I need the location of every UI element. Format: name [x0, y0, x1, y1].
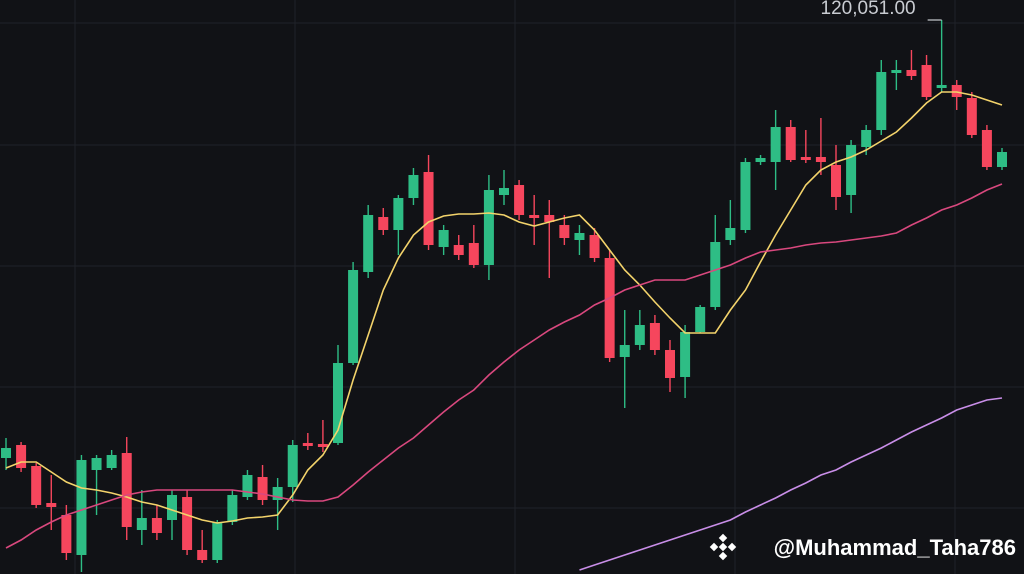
candle-body	[710, 242, 721, 307]
candle-body	[514, 185, 525, 215]
candle-body	[423, 172, 434, 245]
candle-body	[46, 503, 57, 507]
candle-body	[544, 215, 555, 222]
candle-body	[31, 466, 42, 505]
candle-body	[136, 518, 147, 530]
candle-body	[695, 307, 706, 332]
moving-average-line	[5, 91, 1003, 524]
candle-body	[76, 460, 87, 555]
plot: 120,051.00	[1, 0, 1007, 572]
candle-body	[634, 325, 645, 345]
candle-body	[348, 270, 359, 363]
candle-body	[755, 158, 766, 162]
candle-body	[936, 85, 947, 88]
candle-body	[227, 495, 238, 522]
candle-body	[121, 453, 132, 527]
candle-body	[800, 157, 811, 160]
candle-body	[846, 145, 857, 195]
candle-body	[665, 350, 675, 378]
candle-body	[61, 515, 72, 553]
candle-body	[876, 72, 887, 130]
watermark: @Muhammad_Taha786	[709, 533, 1016, 561]
candle-body	[16, 445, 27, 468]
candle-body	[272, 487, 283, 500]
candle-body	[589, 235, 600, 258]
candle-body	[468, 243, 479, 265]
candle-body	[333, 363, 343, 443]
candle-body	[861, 130, 872, 147]
candle-body	[106, 455, 117, 468]
candle-body	[785, 127, 796, 160]
logo-icon	[709, 533, 737, 561]
candle-body	[287, 445, 298, 487]
candle-body	[499, 188, 509, 195]
candle-body	[770, 127, 781, 162]
candle-body	[363, 215, 374, 272]
candle-body	[302, 443, 313, 446]
candle-body	[438, 230, 449, 247]
candle-body	[197, 550, 208, 560]
moving-average-line	[5, 183, 1003, 549]
candle-body	[680, 332, 691, 377]
candle-body	[257, 477, 268, 500]
candle-body	[725, 228, 736, 240]
candle-body	[453, 245, 464, 255]
candle-body	[317, 444, 328, 447]
watermark-text: @Muhammad_Taha786	[774, 535, 1016, 560]
candle-body	[906, 70, 917, 76]
candle-body	[242, 475, 253, 497]
moving-average-line	[579, 397, 1003, 571]
candle-body	[1, 448, 11, 458]
candle-body	[393, 198, 404, 230]
candle-body	[997, 152, 1007, 167]
candle-body	[212, 522, 223, 560]
candle-body	[951, 85, 962, 97]
candle-body	[408, 175, 419, 198]
candle-body	[921, 65, 932, 97]
annotation-label: 120,051.00	[821, 0, 916, 19]
candle-body	[559, 225, 570, 238]
candle-body	[740, 162, 751, 230]
candle-body	[529, 215, 540, 218]
candle-body	[574, 233, 585, 240]
candle-body	[981, 130, 992, 167]
candle-body	[966, 98, 977, 135]
candle-body	[831, 165, 841, 197]
candle-body	[182, 497, 193, 550]
candle-body	[151, 518, 162, 533]
candle-body	[891, 70, 902, 73]
candle-body	[649, 323, 660, 350]
candle-body	[815, 157, 826, 162]
candle-body	[378, 217, 389, 230]
candle-body	[167, 495, 177, 520]
candle-body	[91, 458, 102, 470]
candle-body	[619, 345, 630, 357]
candle-body	[604, 258, 615, 358]
candle-body	[483, 190, 494, 265]
